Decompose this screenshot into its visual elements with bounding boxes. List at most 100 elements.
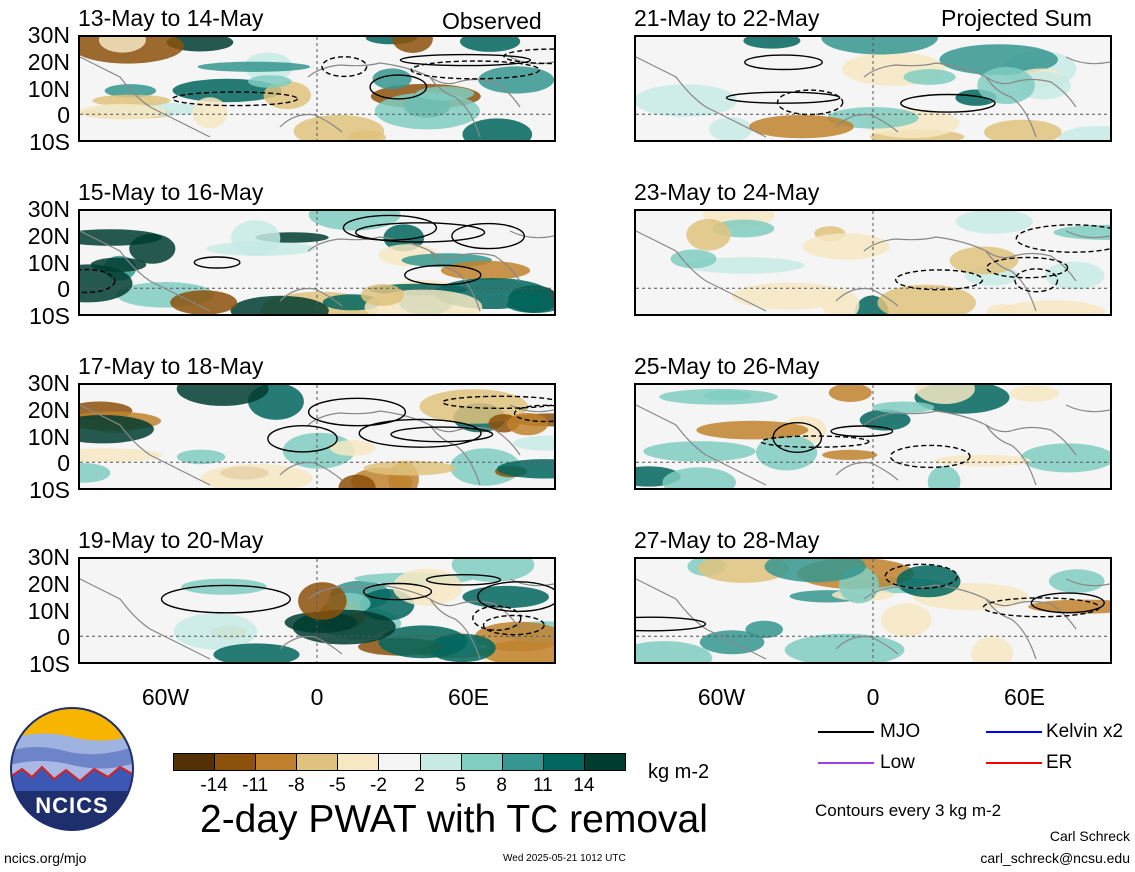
mjo-contour bbox=[830, 425, 894, 438]
panel-title-right-2: 23-May to 24-May bbox=[634, 179, 820, 205]
y-tick-label: 10N bbox=[27, 75, 70, 102]
anomaly-blob bbox=[764, 559, 866, 583]
mjo-contour bbox=[399, 53, 532, 67]
y-tick-label: 30N bbox=[27, 22, 70, 48]
anomaly-blob bbox=[1048, 569, 1105, 593]
x-tick-label: 0 bbox=[866, 684, 880, 710]
y-tick-label: 10S bbox=[29, 651, 70, 677]
mjo-contour bbox=[358, 418, 482, 448]
map-panel-right-1 bbox=[634, 35, 1112, 142]
mjo-contour bbox=[884, 563, 958, 589]
colorbar-swatch bbox=[419, 753, 462, 771]
anomaly-blob bbox=[828, 385, 872, 402]
anomaly-blob bbox=[915, 385, 975, 404]
x-tick-label: 60E bbox=[1004, 684, 1045, 710]
y-tick-label: 10S bbox=[29, 303, 70, 329]
anomaly-blob bbox=[392, 37, 433, 53]
colorbar bbox=[173, 753, 626, 771]
anomaly-blob bbox=[363, 460, 456, 476]
anomaly-blob bbox=[298, 582, 347, 620]
anomaly-blob bbox=[636, 84, 737, 117]
footer-author: Carl Schreck bbox=[1049, 828, 1130, 844]
coastline bbox=[80, 404, 554, 486]
anomaly-blob bbox=[709, 117, 753, 140]
anomaly-blob bbox=[230, 295, 329, 314]
projected-header: Projected Sum bbox=[941, 5, 1092, 31]
anomaly-blob bbox=[784, 633, 905, 662]
mjo-contour bbox=[900, 93, 996, 113]
footer-email[interactable]: carl_schreck@ncsu.edu bbox=[980, 850, 1130, 866]
y-tick-label: 10N bbox=[27, 423, 70, 450]
mjo-contour bbox=[390, 426, 494, 443]
pwat-field bbox=[636, 559, 1110, 662]
legend-line-low bbox=[818, 762, 874, 764]
anomaly-blob bbox=[670, 249, 717, 269]
anomaly-blob bbox=[927, 465, 961, 488]
colorbar-tick-label: 2 bbox=[414, 775, 425, 796]
mjo-contour bbox=[425, 573, 502, 586]
anomaly-blob bbox=[749, 115, 854, 139]
legend-label-low: Low bbox=[880, 752, 915, 773]
pwat-field bbox=[80, 37, 554, 140]
mjo-contour bbox=[410, 60, 541, 80]
mjo-contour bbox=[451, 222, 525, 250]
anomaly-blob bbox=[743, 37, 801, 49]
y-tick-label: 10N bbox=[27, 249, 70, 276]
pwat-field bbox=[636, 385, 1110, 488]
anomaly-blob bbox=[859, 409, 911, 431]
map-panel-right-2 bbox=[634, 209, 1112, 316]
anomaly-blob bbox=[881, 603, 932, 637]
anomaly-blob bbox=[1053, 224, 1110, 240]
colorbar-swatch bbox=[542, 753, 585, 771]
anomaly-blob bbox=[372, 68, 412, 90]
mjo-contour bbox=[362, 582, 433, 601]
anomaly-blob bbox=[293, 114, 385, 140]
anomaly-blob bbox=[80, 415, 154, 444]
y-tick-label: 20N bbox=[27, 222, 70, 249]
colorbar-swatch bbox=[378, 753, 421, 771]
mjo-contour bbox=[776, 89, 844, 116]
anomaly-blob bbox=[329, 440, 376, 456]
y-tick-label: 20N bbox=[27, 396, 70, 423]
footer-url[interactable]: ncics.org/mjo bbox=[4, 850, 87, 866]
anomaly-blob bbox=[756, 434, 818, 471]
colorbar-swatch bbox=[296, 753, 339, 771]
anomaly-blob bbox=[80, 463, 111, 483]
anomaly-blob bbox=[192, 97, 228, 129]
legend-line-kelvin bbox=[986, 731, 1042, 733]
anomaly-blob bbox=[173, 613, 258, 650]
anomaly-blob bbox=[872, 401, 935, 414]
x-tick-label: 60W bbox=[141, 684, 190, 710]
mjo-contour bbox=[477, 581, 554, 613]
anomaly-blob bbox=[248, 75, 292, 88]
y-tick-label: 10S bbox=[29, 477, 70, 503]
coastline bbox=[636, 404, 1110, 486]
map-panel-left-2 bbox=[78, 209, 556, 316]
anomaly-blob bbox=[934, 454, 1031, 467]
footer-timestamp: Wed 2025-05-21 1012 UTC bbox=[503, 853, 626, 864]
anomaly-blob bbox=[984, 119, 1062, 140]
anomaly-blob bbox=[977, 66, 1035, 105]
anomaly-blob bbox=[903, 69, 956, 85]
x-tick-label: 60E bbox=[448, 684, 489, 710]
legend-line-er bbox=[986, 762, 1042, 764]
y-tick-label: 10N bbox=[27, 597, 70, 624]
logo-text: NCICS bbox=[35, 793, 109, 818]
observed-header: Observed bbox=[442, 8, 542, 34]
mjo-contour bbox=[307, 397, 407, 427]
anomaly-blob bbox=[704, 390, 752, 401]
anomaly-blob bbox=[104, 84, 157, 98]
pwat-field bbox=[80, 559, 554, 662]
anomaly-blob bbox=[513, 435, 554, 451]
mjo-contour bbox=[895, 269, 984, 291]
anomaly-blob bbox=[822, 449, 878, 460]
mjo-contour bbox=[472, 605, 522, 631]
colorbar-swatch bbox=[501, 753, 544, 771]
mjo-contour bbox=[636, 616, 707, 632]
y-tick-label: 20N bbox=[27, 570, 70, 597]
anomaly-blob bbox=[1058, 126, 1110, 140]
mjo-contour bbox=[441, 395, 554, 409]
anomaly-blob bbox=[460, 37, 521, 52]
pwat-field bbox=[636, 37, 1110, 140]
colorbar-tick-label: -2 bbox=[370, 775, 387, 796]
